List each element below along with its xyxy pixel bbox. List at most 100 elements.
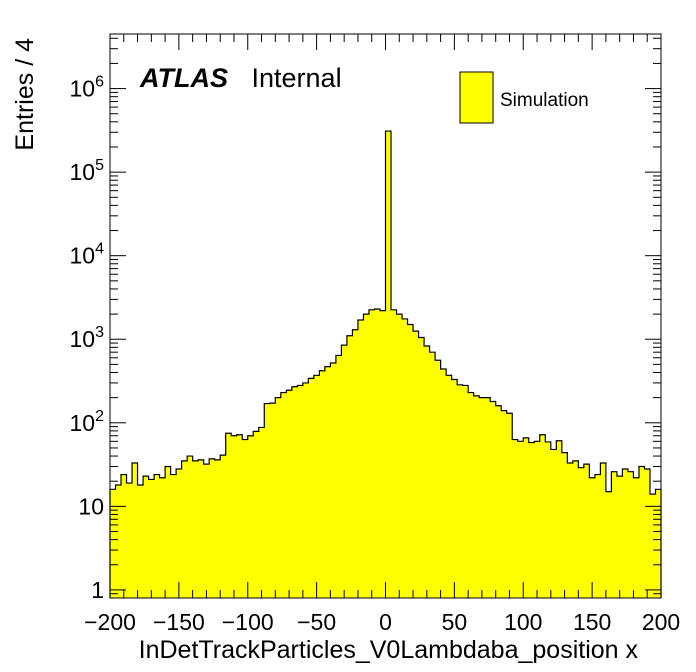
y-tick-label: 1 bbox=[91, 577, 104, 603]
y-tick-label: 106 bbox=[70, 74, 105, 102]
histogram-bar bbox=[187, 456, 193, 598]
y-axis-label: Entries / 4 bbox=[11, 38, 39, 151]
histogram-bar bbox=[374, 309, 381, 598]
y-tick-label: 103 bbox=[70, 324, 105, 352]
histogram-bar bbox=[269, 403, 276, 598]
x-tick-label: 150 bbox=[573, 609, 611, 635]
histogram-bar bbox=[214, 459, 221, 598]
histogram-bar bbox=[137, 485, 144, 598]
histogram-bar bbox=[490, 401, 496, 598]
histogram-bar bbox=[572, 460, 579, 598]
histogram-bar bbox=[528, 442, 535, 598]
histogram-bar bbox=[561, 452, 568, 598]
histogram-bar bbox=[396, 314, 403, 598]
histogram-bar bbox=[457, 384, 463, 598]
histogram-bar bbox=[578, 467, 585, 598]
histogram-bar bbox=[165, 466, 171, 598]
histogram-bars bbox=[109, 130, 662, 598]
atlas-label: ATLAS Internal bbox=[139, 63, 342, 93]
histogram-bar bbox=[517, 441, 524, 598]
histogram-bar bbox=[429, 352, 436, 598]
histogram-bar bbox=[203, 464, 210, 598]
x-tick-label: 0 bbox=[379, 609, 392, 635]
histogram-bar bbox=[143, 476, 149, 598]
axis-ticks bbox=[109, 34, 662, 599]
legend-entry-simulation: Simulation bbox=[500, 90, 589, 111]
histogram-bar bbox=[220, 455, 227, 598]
x-tick-label: −50 bbox=[297, 609, 336, 635]
y-tick-labels: 1 10 102 103 104 105 106 bbox=[70, 74, 105, 603]
histogram-bar bbox=[435, 360, 441, 598]
y-tick-label: 105 bbox=[70, 157, 105, 185]
histogram-bar bbox=[556, 440, 563, 598]
histogram-bar bbox=[506, 413, 513, 598]
histogram-bar bbox=[308, 378, 315, 598]
legend: Simulation bbox=[459, 71, 589, 124]
histogram-bar bbox=[357, 319, 364, 598]
histogram-bar bbox=[148, 479, 155, 598]
histogram-bar bbox=[209, 458, 215, 598]
histogram-bar bbox=[346, 335, 353, 598]
histogram-bar bbox=[567, 463, 574, 598]
histogram-bar bbox=[319, 370, 326, 598]
histogram-bar bbox=[473, 395, 480, 598]
histogram-outline bbox=[109, 130, 662, 598]
histogram-bar bbox=[451, 379, 458, 598]
histogram-bar bbox=[385, 131, 392, 598]
histogram-bar bbox=[264, 403, 271, 598]
histogram-bar bbox=[534, 441, 541, 598]
histogram-bar bbox=[159, 477, 166, 598]
histogram-bar bbox=[126, 483, 133, 598]
histogram-bar bbox=[330, 362, 337, 598]
histogram-bar bbox=[291, 386, 298, 598]
histogram-bar bbox=[616, 476, 623, 598]
histogram-bar bbox=[247, 435, 254, 598]
histogram-bar bbox=[479, 397, 485, 598]
histogram-bar bbox=[446, 375, 452, 598]
histogram-bar bbox=[407, 324, 414, 598]
legend-swatch bbox=[459, 71, 494, 124]
histogram-bar bbox=[302, 382, 309, 598]
histogram-bar bbox=[352, 329, 359, 598]
histogram-bar bbox=[550, 449, 557, 598]
histogram-bar bbox=[484, 397, 491, 598]
histogram-bar bbox=[170, 474, 177, 598]
histogram-bar bbox=[413, 331, 419, 598]
atlas-label-bold: ATLAS bbox=[139, 63, 228, 93]
y-tick-label: 104 bbox=[70, 241, 105, 269]
histogram-bar bbox=[649, 494, 656, 598]
histogram-bar bbox=[523, 437, 530, 598]
x-axis-label: InDetTrackParticles_V0Lambdaba_position … bbox=[139, 636, 639, 664]
histogram-bar bbox=[655, 489, 662, 598]
histogram-bar bbox=[512, 439, 519, 598]
histogram-bar bbox=[539, 434, 546, 598]
y-tick-label: 10 bbox=[78, 493, 104, 519]
x-tick-label: −100 bbox=[222, 609, 274, 635]
histogram-bar bbox=[589, 477, 596, 598]
histogram-bar bbox=[501, 410, 508, 598]
y-tick-label: 102 bbox=[70, 408, 105, 436]
histogram-bar bbox=[605, 491, 612, 598]
histogram-bar bbox=[402, 318, 408, 598]
x-tick-label: −200 bbox=[84, 609, 136, 635]
histogram-bar bbox=[335, 355, 342, 598]
histogram-bar bbox=[192, 460, 199, 598]
x-tick-label: −150 bbox=[153, 609, 205, 635]
histogram-bar bbox=[198, 459, 204, 598]
histogram-bar bbox=[253, 431, 260, 598]
histogram-bar bbox=[633, 477, 640, 598]
histogram-bar bbox=[418, 337, 425, 598]
histogram-bar bbox=[280, 392, 287, 598]
histogram-bar bbox=[324, 366, 331, 598]
histogram-bar bbox=[627, 471, 634, 598]
histogram-bar bbox=[622, 468, 629, 598]
histogram-bar bbox=[297, 385, 304, 598]
histogram-bar bbox=[638, 466, 645, 598]
histogram-bar bbox=[424, 346, 430, 598]
histogram-bar bbox=[313, 375, 320, 598]
x-tick-label: 200 bbox=[642, 609, 680, 635]
histogram-bar bbox=[391, 309, 397, 598]
histogram-bar bbox=[176, 468, 182, 598]
histogram-bar bbox=[121, 474, 127, 598]
